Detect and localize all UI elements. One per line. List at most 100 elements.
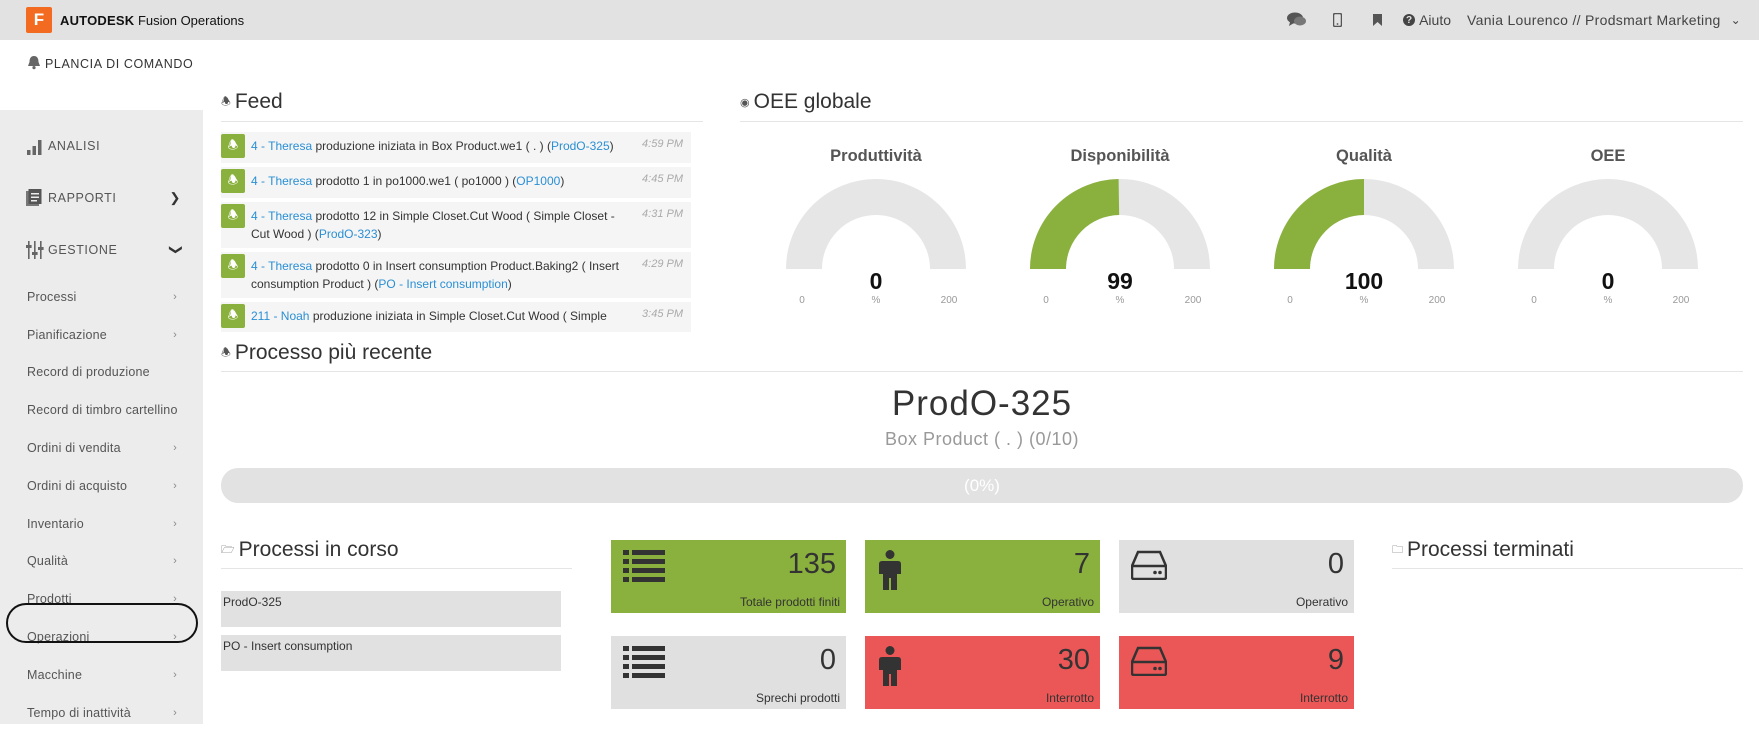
tile-label: Totale prodotti finiti <box>739 595 840 609</box>
sidebar-item-label: RAPPORTI <box>48 191 117 205</box>
hard-drive-icon <box>1130 550 1168 585</box>
chevron-right-icon: › <box>173 328 177 341</box>
tile-value: 135 <box>787 548 836 580</box>
feed-user-link[interactable]: 4 - Theresa <box>251 259 313 273</box>
feed-user-link[interactable]: 211 - Noah <box>251 309 310 323</box>
person-icon <box>877 550 903 595</box>
feed-item: 🕭 4 - Theresa produzione iniziata in Box… <box>221 132 691 163</box>
gauge-max: 200 <box>1673 295 1690 304</box>
feed-user-link[interactable]: 4 - Theresa <box>251 209 313 223</box>
feed-list[interactable]: 🕭 4 - Theresa produzione iniziata in Box… <box>221 132 691 332</box>
help-label: Aiuto <box>1419 12 1452 28</box>
sidebar-item-label: Prodotti <box>27 592 72 607</box>
feed-message: prodotto 1 in po1000.we1 ( po1000 ) ( <box>312 174 517 188</box>
gauge-unit: % <box>1604 295 1613 304</box>
sidebar-item-dashboard[interactable]: PLANCIA DI COMANDO <box>0 40 203 110</box>
chat-icon[interactable] <box>1277 0 1317 40</box>
user-label: Vania Lourenco // Prodsmart Marketing <box>1467 12 1721 28</box>
bookmark-icon[interactable] <box>1357 0 1397 40</box>
list-icon <box>623 550 665 589</box>
feed-order-link[interactable]: ProdO-325 <box>550 139 610 153</box>
sidebar-item-record-timbro[interactable]: Record di timbro cartellino <box>0 391 203 429</box>
gauge-title: Qualità <box>1336 147 1392 165</box>
gauge-max: 200 <box>1429 295 1446 304</box>
feed-heading: 🕭 Feed <box>221 90 283 114</box>
gauge-svg: 99 % 0 200 <box>1030 179 1210 304</box>
sidebar-item-inventario[interactable]: Inventario › <box>0 505 203 543</box>
gauge-max: 200 <box>941 295 958 304</box>
tile-machines-stopped: 9 Interrotto <box>1119 636 1354 709</box>
sidebar-item-ordini-vendita[interactable]: Ordini di vendita › <box>0 429 203 467</box>
oee-divider <box>740 121 1743 122</box>
feed-user-link[interactable]: 4 - Theresa <box>251 174 313 188</box>
gauge-svg: 100 % 0 200 <box>1274 179 1454 304</box>
gauge-value: 0 <box>870 268 883 294</box>
sidebar-item-rapporti[interactable]: RAPPORTI ❯ <box>0 172 203 224</box>
finished-title: Processi terminati <box>1407 538 1574 561</box>
chevron-right-icon: › <box>173 442 177 455</box>
feed-time: 3:45 PM <box>642 308 683 320</box>
user-menu[interactable]: Vania Lourenco // Prodsmart Marketing ⌄ <box>1467 12 1741 28</box>
latest-product: Box Product ( . ) (0/10) <box>884 429 1080 449</box>
folder-open-icon: 🗁 <box>221 543 235 556</box>
help-link[interactable]: ? Aiuto <box>1403 12 1451 28</box>
tile-value: 0 <box>1327 548 1344 580</box>
latest-order[interactable]: ProdO-325 <box>891 384 1073 423</box>
tile-label: Operativo <box>1295 595 1348 609</box>
feed-title: Feed <box>234 90 283 113</box>
gauge-svg: 0 % 0 200 <box>1518 179 1698 304</box>
finished-heading: 🗀 Processi terminati <box>1392 538 1574 562</box>
feed-message: prodotto 12 in Simple Closet.Cut Wood ( … <box>251 209 615 241</box>
feed-order-link[interactable]: OP1000 <box>516 174 561 188</box>
running-item[interactable]: ProdO-325 <box>221 591 561 627</box>
feed-end: ) <box>560 174 565 188</box>
sidebar-item-label: Macchine <box>27 667 83 682</box>
sidebar-item-record-produzione[interactable]: Record di produzione <box>0 354 203 392</box>
dashboard-label: PLANCIA DI COMANDO <box>45 57 194 71</box>
latest-heading: 🕭 Processo più recente <box>221 341 432 365</box>
sidebar-item-macchine[interactable]: Macchine › <box>0 656 203 694</box>
brand-name[interactable]: AUTODESK Fusion Operations <box>60 13 244 28</box>
tile-label: Interrotto <box>1045 691 1094 705</box>
feed-text: 211 - Noah produzione iniziata in Simple… <box>251 307 621 328</box>
gauge-value: 100 <box>1345 268 1383 294</box>
sliders-icon <box>26 241 44 259</box>
chevron-right-icon: › <box>173 555 177 568</box>
sidebar-item-qualita[interactable]: Qualità › <box>0 543 203 581</box>
tile-machines-active: 0 Operativo <box>1119 540 1354 613</box>
gauge-qualita: Qualità 100 % 0 200 <box>1264 147 1464 304</box>
sidebar-item-processi[interactable]: Processi › <box>0 278 203 316</box>
list-icon <box>623 646 665 685</box>
running-item[interactable]: PO - Insert consumption <box>221 635 561 671</box>
mobile-icon[interactable] <box>1317 0 1357 40</box>
sidebar-item-gestione[interactable]: GESTIONE ❯ <box>0 224 203 276</box>
sidebar-item-label: GESTIONE <box>48 243 118 257</box>
sidebar-item-analisi[interactable]: ANALISI <box>0 120 203 172</box>
bell-icon: 🕭 <box>221 346 231 359</box>
sidebar-item-prodotti[interactable]: Prodotti › <box>0 580 203 618</box>
feed-time: 4:29 PM <box>642 258 683 270</box>
feed-order-link[interactable]: ProdO-323 <box>318 227 378 241</box>
chevron-right-icon: › <box>173 290 177 303</box>
gauge-max: 200 <box>1185 295 1202 304</box>
sidebar-item-label: Record di timbro cartellino <box>27 403 178 418</box>
sidebar-item-operazioni[interactable]: Operazioni › <box>0 618 203 656</box>
feed-end: ) <box>507 277 512 291</box>
fusion-logo-icon[interactable]: F <box>26 7 52 33</box>
chevron-right-icon: › <box>173 668 177 681</box>
tile-finished-products: 135 Totale prodotti finiti <box>611 540 846 613</box>
sidebar-item-label: ANALISI <box>48 139 101 153</box>
gauge-unit: % <box>1360 295 1369 304</box>
sidebar-item-label: Tempo di inattività <box>27 705 131 720</box>
feed-user-link[interactable]: 4 - Theresa <box>251 139 313 153</box>
gauge-svg: 0 % 0 200 <box>786 179 966 304</box>
sidebar-item-ordini-acquisto[interactable]: Ordini di acquisto › <box>0 467 203 505</box>
sidebar-item-pianificazione[interactable]: Pianificazione › <box>0 316 203 354</box>
gauge-produttivita: Produttività 0 % 0 200 <box>776 147 976 304</box>
sidebar-item-tempo-inattivita[interactable]: Tempo di inattività › <box>0 694 203 732</box>
feed-order-link[interactable]: PO - Insert consumption <box>378 277 508 291</box>
tile-waste-products: 0 Sprechi prodotti <box>611 636 846 709</box>
feed-time: 4:45 PM <box>642 173 683 185</box>
feed-item: 🕭 4 - Theresa prodotto 1 in po1000.we1 (… <box>221 167 691 198</box>
progress-bar: (0%) <box>221 468 1743 503</box>
